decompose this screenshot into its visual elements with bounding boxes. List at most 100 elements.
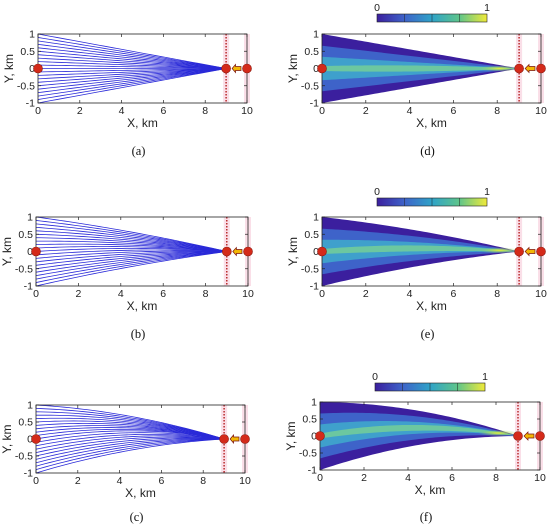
ray-line [37,68,227,73]
x-axis-label: X, km [127,116,158,130]
field-hotspot [478,430,519,437]
ray-line [37,33,227,69]
y-tick-label: 1 [27,212,33,224]
ray-line [37,68,227,87]
ray-line [37,64,227,69]
ray-line [35,226,227,252]
x-tick-label: 0 [33,288,39,300]
ray-line [37,68,227,76]
x-tick-label: 0 [319,105,325,117]
y-tick-label: 0 [29,63,35,75]
x-tick-label: 4 [119,105,125,117]
panel-e: 0 10 2 4 6 8 10-1-0.500.51X, kmY, km(e) [286,186,547,341]
ray-line [37,40,227,69]
x-tick-label: 4 [407,288,413,300]
panel-caption: (e) [421,327,435,341]
source-marker [317,63,327,74]
field-hotspot [479,65,520,72]
panel-caption: (d) [420,144,435,158]
x-tick-label: 2 [361,472,367,484]
ray-line [35,420,225,440]
source-marker [31,246,41,257]
y-tick-label: 1 [313,212,319,224]
y-tick-label: -1 [24,468,33,480]
y-axis-label: Y, km [2,54,16,83]
y-axis-label: Y, km [0,237,14,266]
ray-line [35,417,225,440]
field-band [322,245,520,254]
y-tick-label: -0.5 [301,80,319,92]
y-tick-label: 0.5 [20,46,35,58]
ray-line [35,243,227,252]
x-tick-label: 10 [242,288,254,300]
ray-line [35,251,227,280]
x-tick-label: 2 [75,475,81,487]
x-tick-label: 6 [449,472,455,484]
ray-line [35,240,227,252]
ray-line [35,411,225,440]
x-tick-label: 10 [535,288,547,300]
ray-line [35,246,227,252]
ray-line [35,250,227,259]
x-axis-label: X, km [416,299,447,313]
direction-arrow [232,246,243,257]
receiver-marker [240,434,250,444]
x-tick-label: 0 [319,288,325,300]
panel-b: 0 2 4 6 8 10 -1 -0.5 0 0.5 1 X, km Y, km (b) [0,212,254,342]
y-tick-label: -1 [26,98,35,110]
y-tick-label: 0.5 [18,417,33,429]
direction-arrow [523,431,535,441]
ray-line [35,438,225,474]
ray-line [35,432,225,443]
y-tick-label: 1 [313,29,319,41]
y-tick-label: 1 [311,397,317,409]
x-tick-label: 8 [202,105,208,117]
y-tick-label: -0.5 [301,263,319,275]
ray-line [35,251,227,273]
x-tick-label: 4 [117,475,123,487]
y-tick-label: -0.5 [15,263,33,275]
y-tick-label: -1 [308,465,317,477]
x-tick-label: 10 [535,105,547,117]
x-tick-label: 10 [239,475,251,487]
y-tick-label: 0.5 [18,229,33,241]
y-tick-label: -0.5 [299,448,317,460]
ray-line [37,47,227,69]
ray-line [35,433,225,447]
receiver-marker [242,63,252,74]
x-tick-label: 0 [33,475,39,487]
focus-marker [514,246,524,257]
colorbar-min-label: 0 [374,186,380,198]
ray-line [35,430,225,440]
x-tick-label: 8 [493,472,499,484]
focus-marker [221,63,231,74]
ray-line [35,438,225,464]
ray-line [35,404,225,440]
x-axis-label: X, km [416,116,447,130]
y-tick-label: -1 [310,281,319,293]
colorbar-min-label: 0 [372,371,378,383]
ray-line [37,50,227,69]
direction-arrow [524,63,536,74]
x-tick-label: 8 [203,288,209,300]
field-hotspot [479,247,520,254]
source-marker [315,431,325,441]
ray-line [35,230,227,252]
receiver-marker [536,246,546,257]
field-band [322,239,520,264]
x-tick-label: 0 [35,105,41,117]
ray-line [35,427,225,440]
ray-line [35,438,225,467]
x-axis-label: X, km [127,299,158,313]
ray-line [35,423,225,440]
y-tick-label: 0 [311,431,317,443]
panel-caption: (c) [130,510,144,524]
y-tick-label: -0.5 [15,451,33,463]
direction-arrow [229,434,240,444]
focus-marker [222,246,232,257]
y-axis-label: Y, km [286,54,300,83]
ray-line [35,251,227,283]
x-tick-label: 8 [494,105,500,117]
x-axis-label: X, km [125,486,156,500]
focus-marker [514,63,524,74]
